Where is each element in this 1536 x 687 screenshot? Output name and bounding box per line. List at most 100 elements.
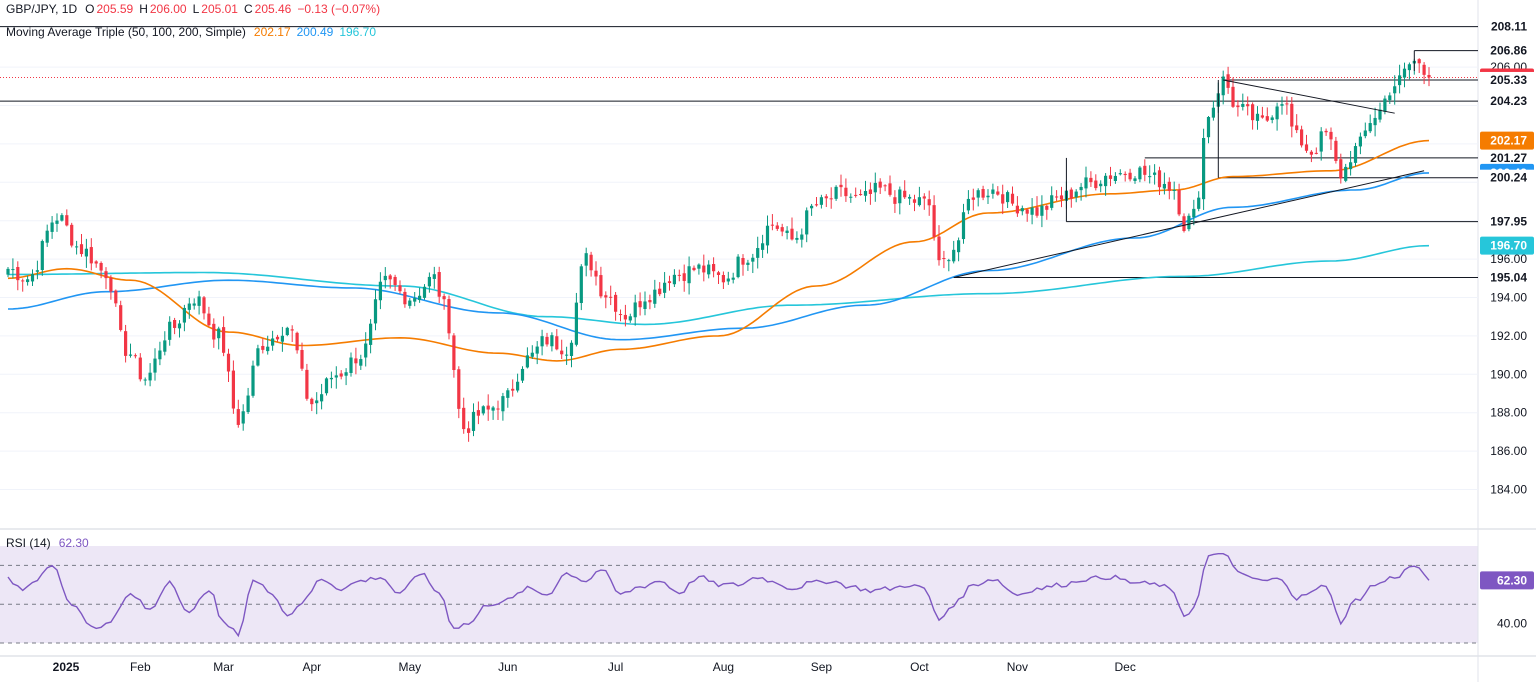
- candle-body: [873, 182, 877, 193]
- candle-body: [1128, 172, 1132, 180]
- candle-body: [976, 190, 980, 198]
- candle-body: [937, 236, 941, 261]
- candle-body: [1069, 189, 1073, 199]
- ma100-line: [7, 172, 1430, 341]
- candle-body: [565, 354, 569, 356]
- candle-body: [1206, 116, 1211, 138]
- price-label-bg: [1480, 236, 1534, 255]
- candle-body: [1358, 136, 1362, 147]
- candle-body: [471, 411, 476, 431]
- candle-body: [70, 224, 74, 246]
- candle-body: [814, 204, 819, 206]
- candle-body: [79, 244, 84, 255]
- candle-body: [202, 297, 206, 314]
- candle-body: [932, 205, 936, 238]
- candle-body: [143, 379, 147, 381]
- y-tick-label: 186.00: [1490, 444, 1527, 458]
- candle-body: [1246, 104, 1250, 107]
- candle-body: [1427, 74, 1431, 78]
- x-tick-label: May: [398, 660, 421, 674]
- rsi-band: [0, 546, 1478, 643]
- candle-body: [658, 288, 662, 295]
- candle-body: [496, 408, 500, 410]
- candle-body: [187, 303, 191, 310]
- candle-body: [1006, 192, 1010, 203]
- x-tick-label: Jul: [608, 660, 623, 674]
- candle-body: [756, 248, 760, 258]
- candle-body: [623, 314, 627, 320]
- candle-body: [261, 345, 265, 350]
- price-label: 196.00: [1490, 252, 1527, 266]
- candle-body: [530, 352, 534, 357]
- candle-body: [94, 261, 98, 264]
- candle-body: [1363, 130, 1367, 137]
- candle-body: [682, 273, 686, 281]
- candle-body: [697, 264, 701, 269]
- candle-body: [1329, 131, 1333, 140]
- close-value: 205.46: [254, 2, 292, 16]
- candle-body: [1045, 205, 1049, 210]
- candle-body: [908, 196, 912, 199]
- candle-body: [1143, 165, 1147, 175]
- candle-body: [917, 197, 921, 206]
- candle-body: [834, 186, 838, 199]
- candle-body: [721, 275, 725, 283]
- candle-body: [1349, 162, 1353, 170]
- price-label-bg: [1480, 71, 1534, 88]
- low-value: 205.01: [201, 2, 238, 16]
- candle-body: [1309, 151, 1313, 155]
- candle-body: [467, 428, 471, 433]
- candle-body: [663, 282, 667, 293]
- candle-body: [765, 225, 770, 246]
- candle-body: [1265, 116, 1269, 121]
- candle-body: [1373, 117, 1377, 126]
- candle-body: [408, 300, 412, 306]
- candle-body: [457, 369, 461, 409]
- candle-body: [197, 296, 201, 306]
- candle-body: [393, 276, 397, 286]
- candle-body: [339, 373, 343, 377]
- candle-body: [275, 336, 280, 340]
- candle-body: [1025, 209, 1029, 214]
- candle-body: [364, 343, 368, 358]
- candle-body: [844, 187, 848, 197]
- candle-body: [1398, 75, 1402, 86]
- rsi-pane: [0, 553, 1478, 644]
- candle-body: [638, 301, 642, 308]
- ma50-line: [7, 139, 1430, 362]
- candle-body: [893, 197, 897, 204]
- candle-body: [751, 257, 755, 262]
- candle-body: [300, 349, 304, 369]
- y-tick-label: 188.00: [1490, 406, 1527, 420]
- price-label-bg: [1480, 131, 1534, 150]
- candle-body: [173, 319, 177, 328]
- candle-body: [236, 409, 240, 425]
- candle-body: [422, 286, 427, 298]
- candle-body: [1334, 140, 1338, 161]
- change-value: −0.13 (−0.07%): [297, 2, 381, 16]
- high-value: 206.00: [149, 2, 187, 16]
- rsi-header-value: 62.30: [58, 536, 89, 550]
- candle-body: [785, 230, 789, 233]
- candle-body: [168, 321, 172, 340]
- candle-body: [927, 199, 931, 206]
- candle-body: [217, 328, 221, 339]
- candle-body: [981, 189, 985, 198]
- candle-body: [702, 265, 706, 273]
- candle-body: [594, 270, 598, 277]
- candle-body: [1001, 194, 1005, 204]
- candle-body: [883, 185, 887, 187]
- candle-body: [770, 224, 774, 226]
- candle-body: [712, 264, 716, 272]
- candle-body: [349, 357, 353, 373]
- axes: 206.00194.00192.00190.00188.00186.00184.…: [53, 18, 1534, 674]
- candle-body: [462, 407, 466, 430]
- candle-body: [506, 390, 510, 398]
- candle-body: [511, 388, 515, 391]
- candle-body: [1089, 177, 1093, 183]
- moving-averages: [7, 139, 1430, 362]
- candle-body: [800, 234, 804, 240]
- candle-body: [1167, 181, 1171, 191]
- candle-body: [574, 302, 578, 345]
